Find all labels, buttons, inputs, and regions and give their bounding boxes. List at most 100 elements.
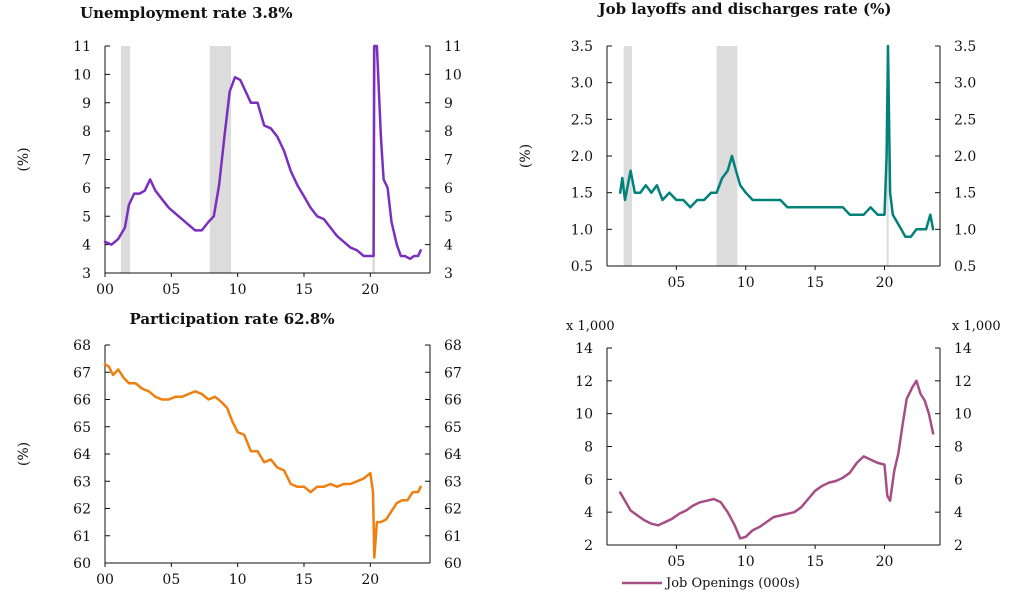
y-tick-label-left: 0.5: [571, 259, 593, 275]
y-tick-label-right: 6: [954, 472, 963, 488]
y-tick-label-left: 6: [82, 181, 91, 197]
y-tick-label-left: 3.0: [571, 76, 593, 92]
y-tick-label-right: 8: [444, 124, 453, 140]
y-tick-label-right: 65: [444, 420, 462, 436]
y-tick-label-left: 7: [82, 153, 91, 169]
y-tick-label-right: 8: [954, 440, 963, 456]
y-tick-label-left: 11: [73, 39, 91, 55]
y-tick-label-right: 4: [444, 238, 453, 254]
x-tick-label: 20: [361, 572, 379, 588]
recession-band-0: [623, 46, 632, 266]
y-axis-label: (%): [16, 442, 32, 466]
y-tick-label-left: 9: [82, 96, 91, 112]
x-tick-label: 10: [229, 572, 247, 588]
y-tick-label-left: 66: [73, 393, 91, 409]
y-tick-label-right: 10: [444, 67, 462, 83]
chart-title: Job layoffs and discharges rate (%): [596, 0, 891, 18]
y-tick-label-left: 3.5: [571, 39, 593, 55]
y-tick-label-right: 2: [954, 538, 963, 554]
chart-title: Participation rate 62.8%: [129, 310, 334, 328]
x-tick-label: 15: [295, 282, 313, 298]
y-tick-label-left: 63: [73, 474, 91, 490]
y-tick-label-right: 6: [444, 181, 453, 197]
y-tick-label-left: 4: [82, 238, 91, 254]
y-tick-label-right: 3.0: [954, 76, 976, 92]
y-tick-label-left: 1.0: [571, 222, 593, 238]
legend-label: Job Openings (000s): [664, 576, 800, 591]
y-tick-label-right: 7: [444, 153, 453, 169]
recession-band-1: [716, 46, 738, 266]
y-tick-label-left: 67: [73, 365, 91, 381]
x-tick-label: 10: [737, 554, 755, 570]
y-tick-label-left: 10: [73, 67, 91, 83]
y-tick-label-left: 5: [82, 209, 91, 225]
y-tick-label-left: 61: [73, 529, 91, 545]
y-tick-label-left: 60: [73, 556, 91, 572]
x-tick-label: 20: [876, 554, 894, 570]
series-line-layoffs: [618, 44, 935, 238]
y-tick-label-left: 1.5: [571, 186, 593, 202]
y-tick-label-left: 2.5: [571, 112, 593, 128]
y-tick-label-right: 67: [444, 365, 462, 381]
y-tick-label-left: 12: [575, 374, 593, 390]
x-tick-label: 20: [361, 282, 379, 298]
x-tick-label: 20: [876, 275, 894, 291]
x-tick-label: 00: [96, 282, 114, 298]
recession-band-0: [120, 46, 131, 273]
y-tick-label-right: 60: [444, 556, 462, 572]
y-tick-label-right: 0.5: [954, 259, 976, 275]
chart-participation: Participation rate 62.8% (%) 60 60 61 61 62 62 6…: [16, 310, 462, 588]
x-tick-label: 15: [806, 554, 824, 570]
y-axis-label: (%): [16, 147, 32, 171]
x-tick-label: 15: [806, 275, 824, 291]
y-tick-label-left: 10: [575, 407, 593, 423]
y-tick-label-right: 61: [444, 529, 462, 545]
series-line-unemployment: [103, 44, 422, 261]
y-tick-label-right: 4: [954, 505, 963, 521]
y-tick-label-right: 1.0: [954, 222, 976, 238]
y-tick-label-right: 2.0: [954, 149, 976, 165]
chart-unemployment: Unemployment rate 3.8% (%) 3 3 4 4 5 5 6 6 7 7 8 8 9 9 1…: [16, 4, 462, 298]
y-tick-label-left: 4: [584, 505, 593, 521]
y-tick-label-right: 68: [444, 338, 462, 354]
y-tick-label-left: 2: [584, 538, 593, 554]
series-line-participation: [103, 362, 422, 559]
x-tick-label: 10: [737, 275, 755, 291]
y-tick-label-right: 1.5: [954, 186, 976, 202]
y-tick-label-right: 64: [444, 447, 462, 463]
recession-band-1: [209, 46, 232, 273]
y-tick-label-left: 65: [73, 420, 91, 436]
chart-title: Unemployment rate 3.8%: [80, 4, 292, 22]
y-tick-label-right: 66: [444, 393, 462, 409]
y-tick-label-left: 8: [584, 440, 593, 456]
y-tick-label-right: 12: [954, 374, 972, 390]
y-tick-label-right: 62: [444, 502, 462, 518]
y-tick-label-right: 3: [444, 266, 453, 282]
y-tick-label-right: 3.5: [954, 39, 976, 55]
y-tick-label-left: 64: [73, 447, 91, 463]
y-tick-label-left: 68: [73, 338, 91, 354]
y-tick-label-left: 14: [575, 341, 593, 357]
unit-label-right: x 1,000: [952, 319, 1001, 334]
y-tick-label-left: 2.0: [571, 149, 593, 165]
x-tick-label: 15: [295, 572, 313, 588]
y-tick-label-left: 3: [82, 266, 91, 282]
series-line-openings: [618, 379, 935, 540]
y-tick-label-right: 11: [444, 39, 462, 55]
y-tick-label-left: 62: [73, 502, 91, 518]
y-tick-label-right: 2.5: [954, 112, 976, 128]
y-tick-label-right: 63: [444, 474, 462, 490]
unit-label-left: x 1,000: [566, 319, 615, 334]
chart-openings: x 1,000 x 1,000 2 2 4 4 6 6 8 8 10 10 12 12 14 14 05 10 15…: [566, 319, 1001, 591]
x-tick-label: 05: [667, 554, 685, 570]
x-tick-label: 05: [162, 572, 180, 588]
y-tick-label-right: 5: [444, 209, 453, 225]
y-tick-label-right: 14: [954, 341, 972, 357]
y-tick-label-left: 6: [584, 472, 593, 488]
y-tick-label-left: 8: [82, 124, 91, 140]
x-tick-label: 05: [162, 282, 180, 298]
y-tick-label-right: 10: [954, 407, 972, 423]
x-tick-label: 05: [667, 275, 685, 291]
y-tick-label-right: 9: [444, 96, 453, 112]
